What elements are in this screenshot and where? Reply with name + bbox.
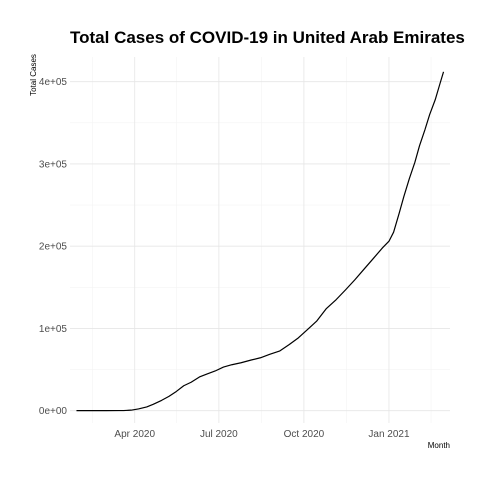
- y-tick-label: 1e+05: [39, 324, 68, 335]
- y-axis-title: Total Cases: [29, 54, 38, 96]
- x-tick-label: Oct 2020: [284, 429, 325, 440]
- y-tick-label: 2e+05: [39, 242, 68, 253]
- y-axis-ticks: 0e+00 1e+05 2e+05 3e+05 4e+05: [39, 77, 68, 417]
- x-axis-title: Month: [428, 441, 450, 450]
- series-group: [76, 71, 445, 412]
- y-tick-label: 4e+05: [39, 77, 68, 88]
- y-tick-label: 3e+05: [39, 159, 68, 170]
- x-tick-label: Jul 2020: [200, 429, 238, 440]
- x-tick-label: Jan 2021: [368, 429, 410, 440]
- grid: [70, 57, 450, 423]
- total-cases-line: [76, 71, 445, 412]
- x-tick-label: Apr 2020: [114, 429, 155, 440]
- y-tick-label: 0e+00: [39, 406, 68, 417]
- x-axis-ticks: Apr 2020 Jul 2020 Oct 2020 Jan 2021: [114, 429, 410, 440]
- chart-title: Total Cases of COVID-19 in United Arab E…: [70, 28, 465, 47]
